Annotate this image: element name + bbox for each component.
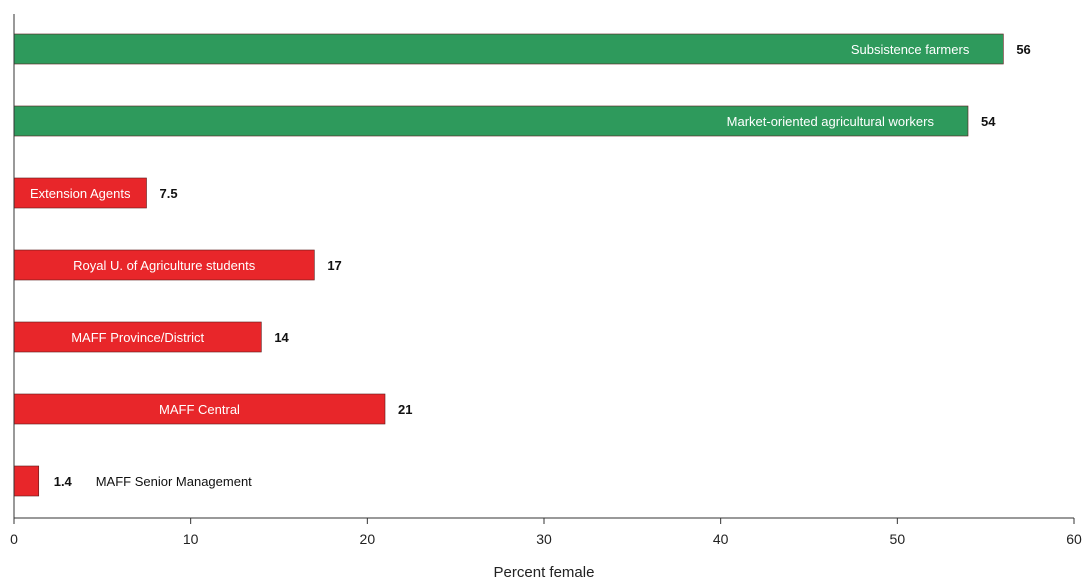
bar <box>13 177 147 209</box>
bar-label: MAFF Central <box>159 402 240 417</box>
bar-group: MAFF Province/District 14 <box>13 321 290 353</box>
bar <box>13 105 969 137</box>
bar <box>13 321 262 353</box>
bar-value-label: 7.5 <box>160 186 178 201</box>
bar <box>13 33 1004 65</box>
bar-label: Subsistence farmers <box>851 42 970 57</box>
bar-label: Extension Agents <box>30 186 131 201</box>
x-tick-label: 10 <box>183 531 199 547</box>
bar-value-label: 21 <box>398 402 412 417</box>
bar-value-label: 14 <box>274 330 289 345</box>
bar <box>13 249 315 281</box>
x-tick-label: 30 <box>536 531 552 547</box>
bar-value-label: 1.4 <box>54 474 73 489</box>
x-tick-label: 60 <box>1066 531 1082 547</box>
bar-label: Market-oriented agricultural workers <box>727 114 935 129</box>
bar-value-label: 54 <box>981 114 996 129</box>
bar-label: MAFF Province/District <box>71 330 204 345</box>
x-tick-label: 0 <box>10 531 18 547</box>
bar-label: MAFF Senior Management <box>96 474 252 489</box>
bar-group: Extension Agents 7.5 <box>13 177 178 209</box>
bar-group: 1.4 MAFF Senior Management <box>13 465 252 497</box>
x-tick-label: 20 <box>360 531 376 547</box>
x-tick-label: 40 <box>713 531 729 547</box>
bar-group: Subsistence farmers 56 <box>13 33 1031 65</box>
x-axis: 0 10 20 30 40 50 60 <box>10 14 1082 547</box>
bar-value-label: 17 <box>327 258 341 273</box>
x-tick-label: 50 <box>890 531 906 547</box>
bar <box>13 393 386 425</box>
bars-layer: Subsistence farmers 56 Market-oriented agr… <box>13 33 1031 497</box>
bar <box>13 465 40 497</box>
bar-label: Royal U. of Agriculture students <box>73 258 256 273</box>
x-axis-title: Percent female <box>494 564 595 581</box>
bar-group: Market-oriented agricultural workers 54 <box>13 105 996 137</box>
bar-group: MAFF Central 21 <box>13 393 412 425</box>
bar-value-label: 56 <box>1016 42 1030 57</box>
bar-group: Royal U. of Agriculture students 17 <box>13 249 342 281</box>
